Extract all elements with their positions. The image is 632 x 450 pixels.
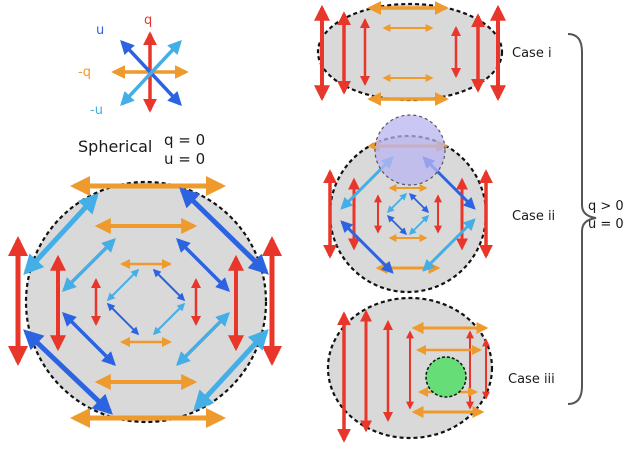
sph-mid-upright-blue <box>176 238 230 292</box>
case-ii-cyan-inner-b <box>408 214 430 236</box>
spherical-title: Spherical <box>78 137 152 156</box>
spherical-u-value: u = 0 <box>164 150 205 168</box>
legend-neg-u-arrow <box>120 39 182 107</box>
legend-neg-u-label: -u <box>90 103 103 118</box>
brace-q-value: q > 0 <box>588 199 624 214</box>
brace-u-value: u = 0 <box>588 217 624 232</box>
legend-u-label: u <box>96 23 104 38</box>
spherical-disk <box>24 180 268 424</box>
case-ii-blue-inner-a <box>408 192 430 214</box>
case-ii-blue-inner-b <box>386 214 408 236</box>
sph-mid-upleft-cyan <box>62 238 116 292</box>
case-ii-blue-downleft <box>340 220 394 274</box>
sph-outer-downright-cyan <box>193 329 269 411</box>
case-i-label: Case i <box>512 46 552 61</box>
sph-outer-upright-blue <box>179 187 269 275</box>
sph-outer-upleft-cyan <box>23 193 99 275</box>
sph-inner-upright-blue <box>152 268 186 302</box>
sph-mid-downright-cyan <box>176 312 230 366</box>
case-i-panel <box>314 0 506 106</box>
legend-neg-q-label: -q <box>78 65 91 80</box>
case-ii-label: Case ii <box>512 209 555 224</box>
case-ii-blue-bubble <box>374 114 446 186</box>
case-ii-cyan-inner-a <box>386 192 408 214</box>
spherical-disk-panel <box>8 176 282 428</box>
spherical-q-value: q = 0 <box>164 131 205 149</box>
sph-inner-downright-cyan <box>152 302 186 336</box>
sph-inner-upleft-cyan <box>106 268 140 302</box>
sph-mid-downleft-blue <box>62 312 116 366</box>
case-iii-green-spot <box>425 356 467 398</box>
orientation-legend: q u -q -u <box>78 13 189 118</box>
legend-q-label: q <box>144 13 152 28</box>
case-iii-panel <box>326 296 494 443</box>
sph-inner-downleft-blue <box>106 302 140 336</box>
cases-brace <box>567 33 597 405</box>
case-ii-cyan-downright <box>422 218 476 272</box>
sph-outer-downleft-blue <box>23 329 113 415</box>
case-iii-label: Case iii <box>508 372 555 387</box>
case-ii-panel <box>323 114 493 294</box>
